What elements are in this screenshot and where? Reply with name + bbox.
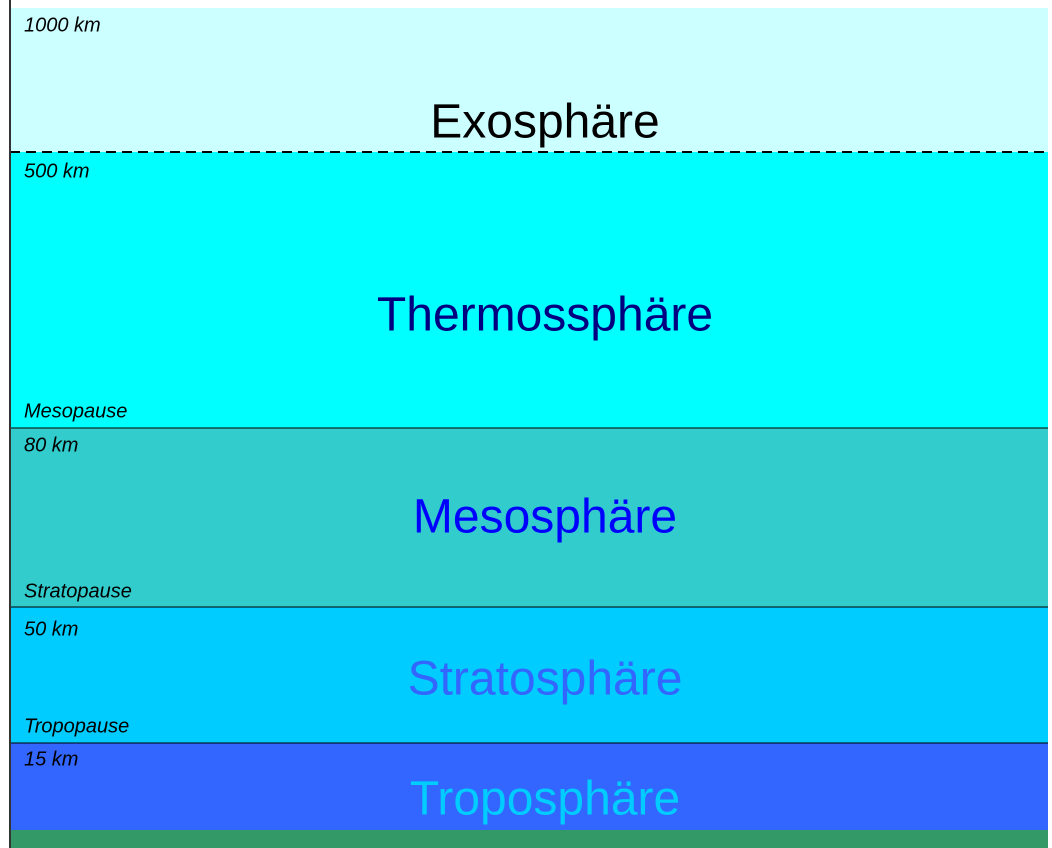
exosphere-band bbox=[10, 8, 1048, 152]
layer-name: Stratosphäre bbox=[408, 653, 683, 706]
altitude-label: 15 km bbox=[24, 748, 78, 770]
layer-name: Troposphäre bbox=[410, 773, 680, 826]
troposphere-band bbox=[10, 743, 1048, 830]
layer-name: Mesosphäre bbox=[413, 491, 677, 544]
ground bbox=[10, 830, 1048, 848]
boundary-label: Mesopause bbox=[24, 400, 127, 422]
altitude-label: 50 km bbox=[24, 618, 78, 640]
altitude-label: 500 km bbox=[24, 160, 90, 182]
thermosphere-band bbox=[10, 152, 1048, 428]
altitude-label: 1000 km bbox=[24, 14, 101, 36]
mesosphere-band bbox=[10, 428, 1048, 607]
layer-name: Exosphäre bbox=[430, 96, 659, 149]
boundary-label: Stratopause bbox=[24, 580, 132, 602]
stratosphere-band bbox=[10, 607, 1048, 743]
boundary-label: Tropopause bbox=[24, 715, 129, 737]
altitude-label: 80 km bbox=[24, 434, 78, 456]
layer-name: Thermossphäre bbox=[377, 289, 713, 342]
